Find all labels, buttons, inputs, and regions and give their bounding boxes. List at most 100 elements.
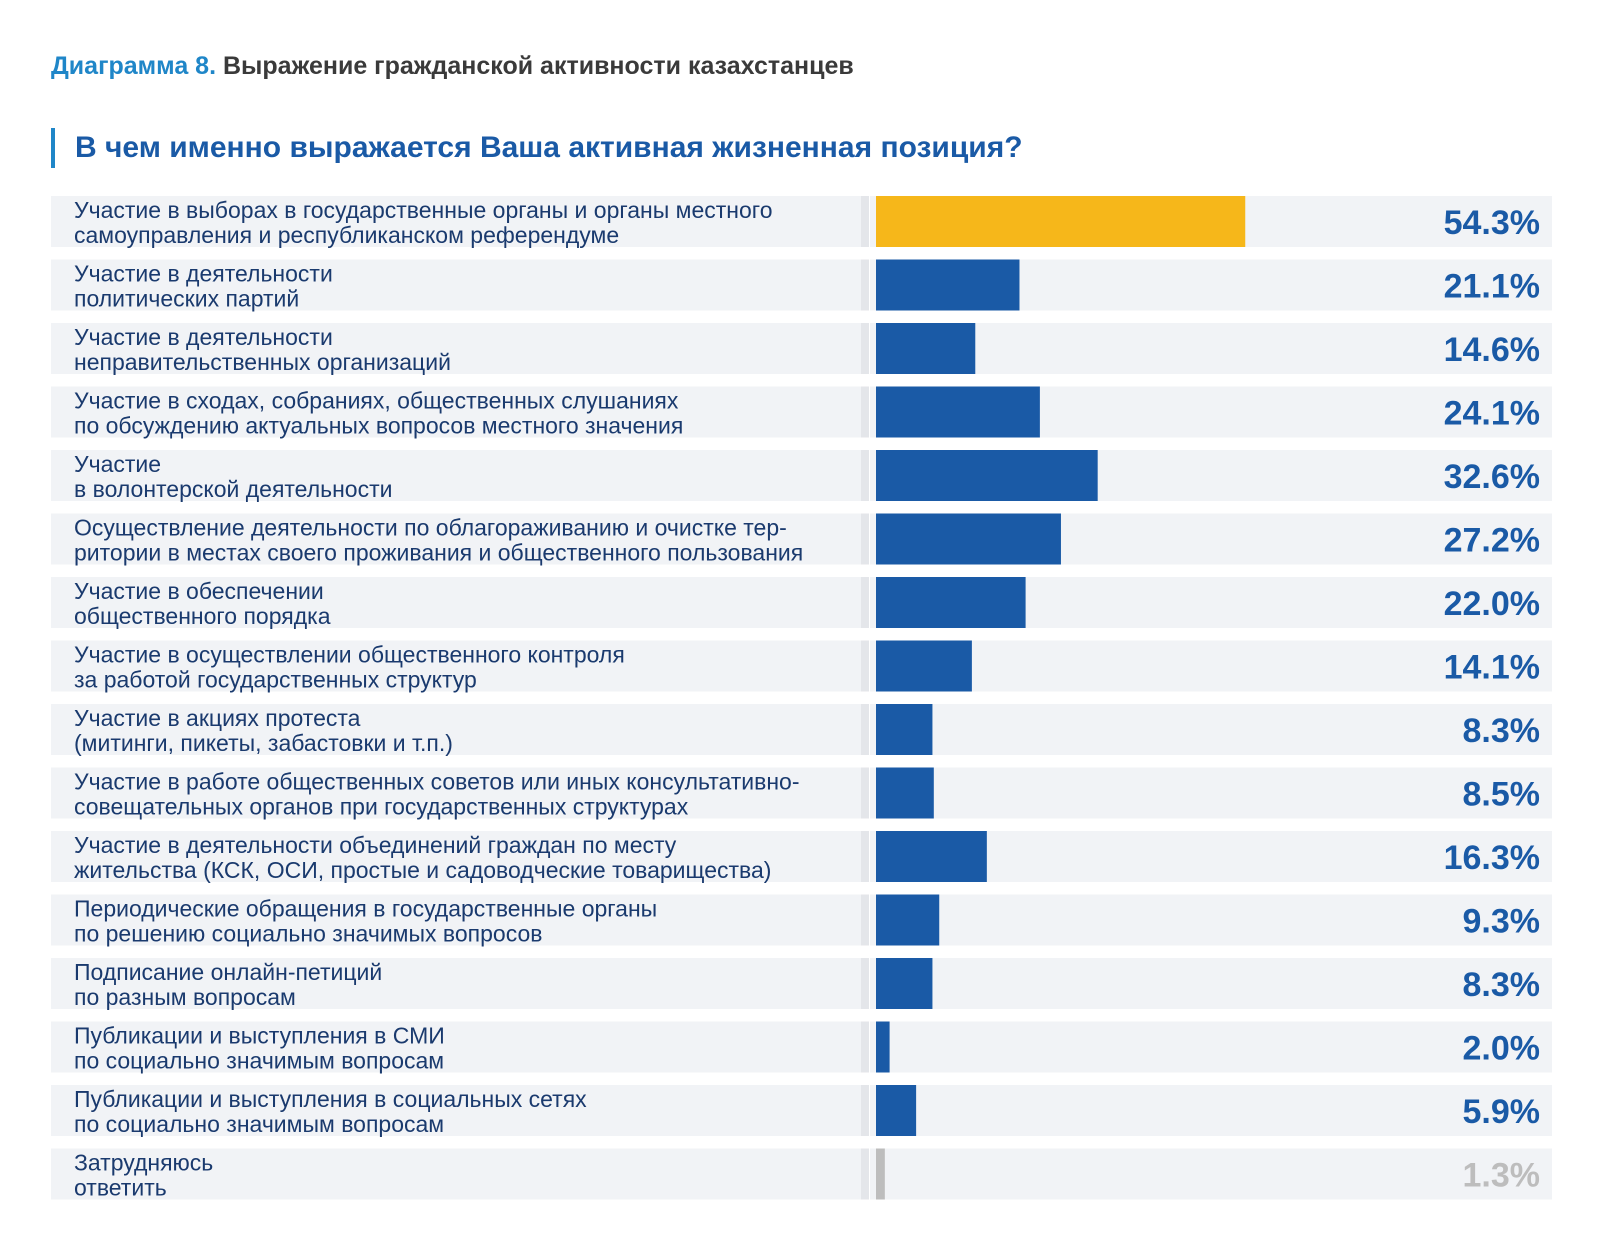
row-separator: [861, 1021, 869, 1073]
row-label-background: [51, 640, 861, 692]
category-label-line: Участие в осуществлении общественного ко…: [74, 642, 625, 668]
row-label-background: [51, 894, 861, 946]
category-label-line: неправительственных организаций: [74, 349, 451, 375]
category-label-line: ответить: [74, 1175, 167, 1201]
chart-row-8: Участие в осуществлении общественного ко…: [51, 640, 1552, 693]
bar: [876, 323, 976, 374]
chart-row-4: Участие в сходах, собраниях, общественны…: [51, 386, 1552, 439]
row-separator: [861, 323, 869, 374]
value-label: 21.1%: [1444, 268, 1540, 306]
row-separator: [861, 577, 869, 628]
row-separator: [861, 259, 869, 311]
category-label-line: совещательных органов при государственны…: [74, 794, 689, 820]
chart-row-2: Участие в деятельности политических парти…: [51, 259, 1552, 312]
value-label: 54.3%: [1444, 204, 1540, 242]
chart-row-15: Публикации и выступления в социальных се…: [51, 1085, 1552, 1137]
row-label-background: [51, 1148, 861, 1200]
category-label: Участие в волонтерской деятельности: [74, 451, 393, 502]
value-label: 14.1%: [1444, 649, 1540, 687]
value-label: 14.6%: [1444, 331, 1540, 369]
category-label-line: Публикации и выступления в СМИ: [74, 1023, 445, 1049]
figure-number: Диаграмма 8.: [51, 52, 217, 80]
bar: [876, 1085, 917, 1136]
row-label-background: [51, 196, 861, 247]
value-label: 32.6%: [1444, 458, 1540, 496]
row-separator: [861, 704, 869, 755]
row-separator: [861, 894, 869, 946]
value-label: 1.3%: [1463, 1157, 1541, 1195]
value-label: 2.0%: [1463, 1030, 1541, 1068]
category-label-line: жительства (КСК, ОСИ, простые и садоводч…: [74, 857, 771, 883]
category-label: Участие в деятельности политических парти…: [74, 261, 333, 312]
row-separator: [861, 450, 869, 501]
category-label-line: по разным вопросам: [74, 984, 296, 1010]
category-label-line: Участие в деятельности объединений гражд…: [74, 832, 677, 858]
row-bar-background: [870, 1148, 1552, 1200]
row-label-background: [51, 450, 861, 501]
bar: [876, 577, 1026, 628]
category-label-line: Участие в выборах в государственные орга…: [74, 197, 772, 223]
category-label: Публикации и выступления в СМИ по социаль…: [74, 1023, 445, 1074]
chart-row-1: Участие в выборах в государственные орга…: [51, 196, 1552, 248]
category-label-line: в волонтерской деятельности: [74, 476, 393, 502]
category-label: Участие в обеспечении общественного поряд…: [74, 578, 331, 629]
category-label-line: Участие в акциях протеста: [74, 705, 361, 731]
row-bar-background: [870, 640, 1552, 692]
category-label-line: общественного порядка: [74, 603, 331, 629]
value-label: 27.2%: [1444, 522, 1540, 560]
row-label-background: [51, 1021, 861, 1073]
figure-title: Диаграмма 8. Выражение гражданской актив…: [51, 52, 854, 81]
bar: [876, 513, 1061, 565]
category-label: Участие в деятельности объединений гражд…: [74, 832, 771, 883]
category-label: Осуществление деятельности по облагоражи…: [74, 515, 803, 566]
category-label: Участие в деятельности неправительственны…: [74, 324, 451, 375]
category-label: Периодические обращения в государственны…: [74, 896, 657, 947]
bar: [876, 1021, 890, 1073]
category-label-line: по социально значимым вопросам: [74, 1111, 444, 1137]
value-label: 16.3%: [1444, 839, 1540, 877]
category-label-line: по социально значимым вопросам: [74, 1048, 444, 1074]
bar: [876, 894, 940, 946]
row-separator: [861, 1148, 869, 1200]
row-separator: [861, 640, 869, 692]
category-label: Затрудняюсь ответить: [74, 1150, 213, 1201]
chart-row-10: Участие в работе общественных советов ил…: [51, 767, 1552, 820]
row-bar-background: [870, 1021, 1552, 1073]
bar: [876, 386, 1040, 438]
category-label-line: Участие в работе общественных советов ил…: [74, 769, 800, 795]
category-label-line: политических партий: [74, 286, 299, 312]
category-label: Участие в акциях протеста (митинги, пикет…: [74, 705, 453, 756]
value-label: 24.1%: [1444, 395, 1540, 433]
bar: [876, 831, 987, 882]
bar: [876, 1148, 885, 1200]
bar: [876, 259, 1020, 311]
row-separator: [861, 386, 869, 438]
category-label-line: Участие в сходах, собраниях, общественны…: [74, 388, 679, 414]
row-bar-background: [870, 704, 1552, 755]
bar: [876, 450, 1098, 501]
chart-row-16: Затрудняюсь ответить 1.3%: [51, 1148, 1552, 1201]
category-label: Участие в выборах в государственные орга…: [74, 197, 772, 248]
row-separator: [861, 831, 869, 882]
category-label-line: Подписание онлайн-петиций: [74, 959, 382, 985]
bar: [876, 704, 933, 755]
chart-row-12: Периодические обращения в государственны…: [51, 894, 1552, 947]
category-label-line: Участие: [74, 451, 161, 477]
row-bar-background: [870, 958, 1552, 1009]
chart-row-13: Подписание онлайн-петиций по разным вопро…: [51, 958, 1552, 1010]
chart-row-9: Участие в акциях протеста (митинги, пикет…: [51, 704, 1552, 756]
bar: [876, 640, 972, 692]
row-label-background: [51, 323, 861, 374]
category-label: Участие в работе общественных советов ил…: [74, 769, 800, 820]
category-label-line: Затрудняюсь: [74, 1150, 213, 1176]
row-bar-background: [870, 894, 1552, 946]
bar: [876, 196, 1246, 247]
row-separator: [861, 958, 869, 1009]
category-label-line: Периодические обращения в государственны…: [74, 896, 657, 922]
chart-row-7: Участие в обеспечении общественного поряд…: [51, 577, 1552, 629]
question-accent-bar: [51, 128, 55, 168]
row-bar-background: [870, 323, 1552, 374]
value-label: 8.3%: [1463, 712, 1541, 750]
row-bar-background: [870, 767, 1552, 819]
